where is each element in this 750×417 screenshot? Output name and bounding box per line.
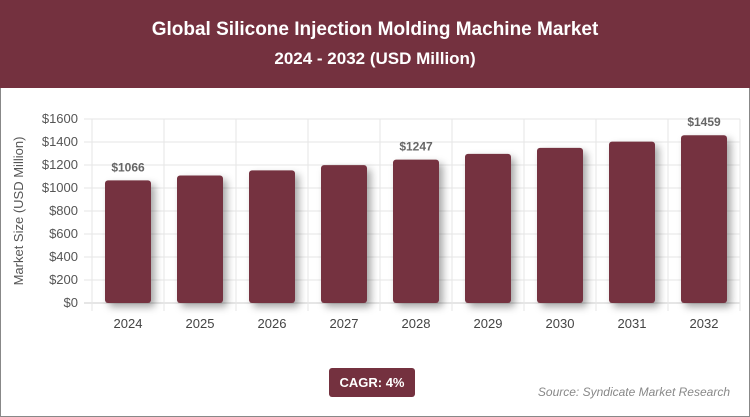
bar-2024 xyxy=(105,180,151,303)
x-tick-label: 2024 xyxy=(114,316,143,331)
chart-header: Global Silicone Injection Molding Machin… xyxy=(0,0,750,88)
x-tick-label: 2027 xyxy=(330,316,359,331)
y-tick-label: $1000 xyxy=(42,180,78,195)
chart-subtitle: 2024 - 2032 (USD Million) xyxy=(274,49,476,68)
data-label: $1247 xyxy=(399,140,433,154)
x-tick-label: 2026 xyxy=(258,316,287,331)
bar-2031 xyxy=(609,141,655,303)
bar-2027 xyxy=(321,165,367,303)
y-tick-label: $600 xyxy=(49,226,78,241)
y-tick-label: $1200 xyxy=(42,157,78,172)
y-axis-label: Market Size (USD Million) xyxy=(11,137,26,286)
y-tick-label: $800 xyxy=(49,203,78,218)
bar-2028 xyxy=(393,159,439,303)
bar-2025 xyxy=(177,175,223,303)
x-tick-label: 2030 xyxy=(546,316,575,331)
bar-chart: Market Size (USD Million) $0 $200 $400 $600… xyxy=(11,111,741,331)
source-note: Source: Syndicate Market Research xyxy=(537,385,730,399)
y-tick-label: $200 xyxy=(49,272,78,287)
chart-title: Global Silicone Injection Molding Machin… xyxy=(151,19,599,40)
bar-2029 xyxy=(465,153,511,303)
bar-2026 xyxy=(249,170,295,303)
x-tick-label: 2028 xyxy=(402,316,431,331)
bar-2032 xyxy=(681,135,727,303)
x-tick-label: 2031 xyxy=(618,316,647,331)
y-tick-label: $1600 xyxy=(42,111,78,126)
y-tick-label: $400 xyxy=(49,249,78,264)
bar-2030 xyxy=(537,147,583,303)
x-tick-label: 2032 xyxy=(690,316,719,331)
y-tick-label: $1400 xyxy=(42,134,78,149)
x-tick-label: 2029 xyxy=(474,316,503,331)
cagr-badge: CAGR: 4% xyxy=(329,368,415,397)
data-label: $1066 xyxy=(111,160,145,174)
data-label: $1459 xyxy=(687,115,721,129)
x-tick-label: 2025 xyxy=(186,316,215,331)
y-tick-label: $0 xyxy=(64,295,78,310)
